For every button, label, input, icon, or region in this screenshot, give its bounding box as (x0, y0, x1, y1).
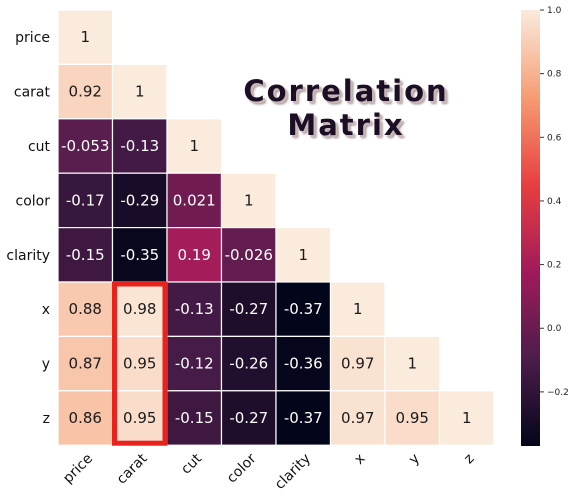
cell-value-x-cut: -0.13 (175, 300, 214, 318)
heatmap-cell-z-clarity (275, 390, 332, 446)
cell-value-price-price: 1 (80, 28, 90, 46)
x-tick-label-price: price (60, 451, 96, 487)
y-tick-label-x: x (42, 302, 50, 318)
cell-value-z-price: 0.86 (69, 409, 102, 427)
heatmap-cell-z-x (329, 390, 386, 446)
cell-value-x-x: 1 (353, 300, 363, 318)
colorbar-tick-label-4: 0.6 (547, 133, 562, 143)
y-tick-label-clarity: clarity (6, 248, 50, 264)
colorbar-tick-label-3: 0.4 (547, 197, 562, 207)
cell-value-x-clarity: -0.37 (284, 300, 323, 318)
cell-value-clarity-cut: 0.19 (178, 246, 211, 264)
cell-value-z-z: 1 (462, 409, 472, 427)
y-tick-label-price: price (15, 30, 50, 46)
cell-value-carat-price: 0.92 (69, 83, 102, 101)
cell-value-z-carat: 0.95 (123, 409, 156, 427)
cell-value-y-carat: 0.95 (123, 355, 156, 373)
cell-value-y-x: 0.97 (341, 355, 374, 373)
heatmap-cell-price-price (57, 9, 114, 66)
y-tick-label-y: y (42, 357, 50, 373)
cell-value-color-color: 1 (244, 191, 254, 209)
cell-value-clarity-clarity: 1 (298, 246, 308, 264)
heatmap-cell-z-price (57, 390, 114, 446)
y-tick-label-carat: carat (14, 85, 51, 101)
cell-value-cut-price: -0.053 (61, 137, 109, 155)
x-tick-label-x: x (351, 451, 368, 468)
heatmap-cell-z-y (384, 390, 441, 446)
x-tick-label-color: color (224, 451, 260, 487)
heatmap-cell-y-cut (166, 335, 223, 392)
cell-value-z-y: 0.95 (396, 409, 429, 427)
heatmap-cell-y-color (220, 335, 277, 392)
cell-value-x-carat: 0.98 (123, 300, 156, 318)
heatmap-cell-carat-price (57, 63, 114, 120)
y-tick-label-cut: cut (28, 139, 51, 155)
cell-value-x-color: -0.27 (229, 300, 268, 318)
heatmap-cell-z-carat (111, 390, 168, 446)
x-tick-label-carat: carat (114, 450, 151, 487)
cell-value-y-price: 0.87 (69, 355, 102, 373)
colorbar (521, 10, 540, 446)
heatmap-cell-cut-price (57, 118, 114, 174)
heatmap-cell-y-x (329, 335, 386, 392)
cell-value-clarity-price: -0.15 (66, 246, 105, 264)
cell-value-z-clarity: -0.37 (284, 409, 323, 427)
cell-value-carat-carat: 1 (135, 83, 145, 101)
heatmap-cell-y-price (57, 335, 114, 392)
cell-value-y-clarity: -0.36 (284, 355, 323, 373)
cell-value-y-cut: -0.12 (175, 355, 214, 373)
y-tick-label-color: color (16, 193, 51, 209)
y-tick-label-z: z (43, 411, 50, 427)
heatmap-cell-z-z (438, 390, 495, 446)
cell-value-x-price: 0.88 (69, 300, 102, 318)
x-tick-label-cut: cut (178, 450, 205, 477)
cell-value-cut-cut: 1 (189, 137, 199, 155)
cell-value-y-color: -0.26 (229, 355, 268, 373)
heatmap-cell-color-color (220, 172, 277, 229)
colorbar-tick-label-2: 0.2 (547, 261, 561, 271)
cell-value-color-price: -0.17 (66, 191, 105, 209)
cell-value-clarity-color: -0.026 (225, 246, 273, 264)
colorbar-tick-label-6: 1.0 (547, 6, 562, 16)
cell-value-z-x: 0.97 (341, 409, 374, 427)
cell-value-color-cut: 0.021 (173, 191, 216, 209)
cell-value-color-carat: -0.29 (120, 191, 159, 209)
colorbar-tick-label-0: −0.2 (547, 388, 569, 398)
x-tick-label-z: z (461, 451, 478, 468)
colorbar-tick-label-5: 0.8 (547, 70, 562, 80)
heatmap-cell-x-color (220, 281, 277, 338)
heatmap-cell-cut-cut (166, 118, 223, 174)
heatmap-cell-y-carat (111, 335, 168, 392)
chart-title: Correlation Matrix (243, 74, 449, 142)
cell-value-clarity-carat: -0.35 (120, 246, 159, 264)
colorbar-tick-label-1: 0.0 (547, 324, 562, 334)
heatmap-cell-carat-carat (111, 63, 168, 120)
heatmap-cell-color-carat (111, 172, 168, 229)
highlight-box (112, 281, 168, 446)
x-tick-label-clarity: clarity (272, 451, 314, 493)
cell-value-y-y: 1 (407, 355, 417, 373)
cell-value-z-cut: -0.15 (175, 409, 214, 427)
heatmap-cell-color-price (57, 172, 114, 229)
heatmap-cell-clarity-clarity (275, 227, 332, 283)
heatmap-cell-x-cut (166, 281, 223, 338)
cell-value-cut-carat: -0.13 (120, 137, 159, 155)
cell-value-z-color: -0.27 (229, 409, 268, 427)
x-tick-label-y: y (406, 451, 423, 468)
heatmap-cell-x-x (329, 281, 386, 338)
